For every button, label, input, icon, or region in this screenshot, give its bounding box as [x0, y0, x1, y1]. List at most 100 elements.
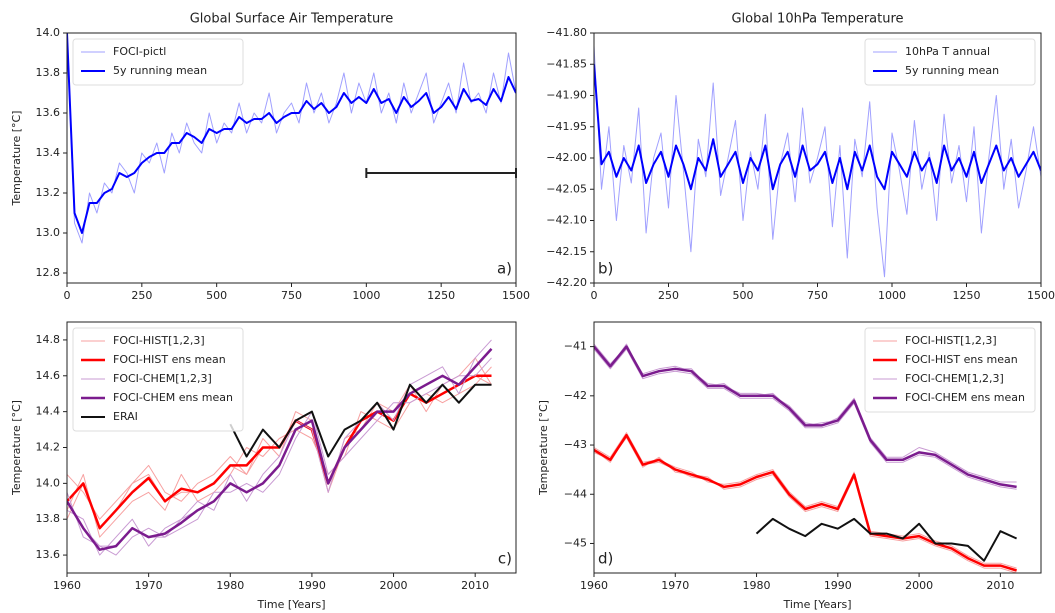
y-tick-label: 14.4 [36, 405, 61, 418]
y-tick-label: 13.6 [36, 548, 61, 561]
x-tick-label: 2010 [461, 579, 489, 592]
series-line [594, 45, 1041, 278]
legend-box [864, 327, 1036, 413]
member-line [594, 437, 1017, 573]
series-line [594, 64, 1041, 191]
x-tick-label: 2000 [380, 579, 408, 592]
y-tick-label: 13.4 [36, 146, 61, 159]
x-tick-label: 1000 [878, 289, 906, 302]
plot-area [67, 339, 493, 556]
y-tick-label: 14.2 [36, 441, 61, 454]
x-tick-label: 500 [206, 289, 227, 302]
y-tick-label: −42.20 [546, 276, 587, 289]
x-axis-label: Time [Years] [256, 598, 325, 611]
panel-label: b) [598, 260, 613, 278]
y-tick-label: −42.00 [546, 151, 587, 164]
legend-label: FOCI-HIST ens mean [113, 353, 226, 366]
panel: Global 10hPa Temperature 0 250 500 750 1000 12… [546, 12, 1055, 303]
y-tick-label: −43 [564, 438, 587, 451]
plot-area [67, 33, 516, 244]
legend-label: FOCI-HIST ens mean [905, 353, 1018, 366]
x-tick-label: 2000 [905, 579, 933, 592]
y-tick-label: −45 [564, 536, 587, 549]
legend-box [72, 327, 244, 432]
y-axis-label: Temperature [°C] [10, 111, 23, 207]
y-tick-label: 14.6 [36, 369, 61, 382]
axes-frame [66, 32, 517, 284]
chart-title: Global 10hPa Temperature [731, 12, 903, 27]
member-line [594, 343, 1017, 483]
x-tick-label: 1250 [953, 289, 981, 302]
y-tick-label: 14.0 [36, 26, 61, 39]
y-axis-label: Temperature [°C] [10, 400, 23, 496]
y-tick-label: −41.80 [546, 26, 587, 39]
y-axis-label: Temperature [°C] [537, 400, 550, 496]
legend-box [864, 38, 1036, 86]
x-tick-label: 1980 [216, 579, 244, 592]
x-tick-label: 250 [131, 289, 152, 302]
x-tick-label: 1970 [135, 579, 163, 592]
y-tick-label: −41 [564, 340, 587, 353]
legend-label: FOCI-CHEM[1,2,3] [905, 372, 1004, 385]
x-tick-label: 1990 [298, 579, 326, 592]
axes-frame [593, 32, 1042, 284]
plot-area [594, 45, 1041, 278]
x-tick-label: 1000 [352, 289, 380, 302]
axes-frame [66, 321, 517, 574]
y-tick-label: 14.8 [36, 333, 61, 346]
member-line [594, 348, 1017, 490]
legend-label: FOCI-CHEM ens mean [113, 391, 233, 404]
x-tick-label: 1960 [53, 579, 81, 592]
legend-label: FOCI-HIST[1,2,3] [905, 334, 997, 347]
y-tick-label: 13.8 [36, 66, 61, 79]
series-line [755, 517, 1018, 562]
series-line [594, 345, 1017, 489]
x-tick-label: 1500 [1027, 289, 1055, 302]
series-line [67, 33, 516, 234]
legend-label: FOCI-pictl [113, 45, 166, 58]
x-tick-label: 1990 [824, 579, 852, 592]
x-tick-label: 1250 [427, 289, 455, 302]
series-line [67, 33, 516, 244]
x-tick-label: 0 [591, 289, 598, 302]
x-tick-label: 1960 [580, 579, 608, 592]
y-tick-label: −41.90 [546, 89, 587, 102]
y-tick-label: −42.05 [546, 182, 587, 195]
y-tick-label: −42 [564, 389, 587, 402]
plot-area [594, 343, 1018, 573]
chart-title: Global Surface Air Temperature [190, 12, 394, 27]
x-tick-label: 750 [281, 289, 302, 302]
y-tick-label: 14.0 [36, 476, 61, 489]
y-tick-label: −42.15 [546, 245, 587, 258]
panel-label: c) [498, 550, 512, 568]
panel-label: d) [598, 550, 613, 568]
legend-label: FOCI-CHEM[1,2,3] [113, 372, 212, 385]
y-tick-label: 12.8 [36, 266, 61, 279]
panel-label: a) [497, 260, 512, 278]
y-tick-label: −41.85 [546, 57, 587, 70]
panel: Temperature [°C] Time [Years] 1960 1970 1980… [537, 321, 1042, 611]
y-tick-label: −42.10 [546, 214, 587, 227]
y-tick-label: 13.8 [36, 512, 61, 525]
x-tick-label: 500 [733, 289, 754, 302]
legend-label: 10hPa T annual [905, 45, 990, 58]
legend-label: ERAI [113, 410, 138, 423]
series-line [594, 433, 1017, 572]
axes-frame [593, 321, 1042, 574]
legend-box [72, 38, 244, 86]
legend-label: 5y running mean [905, 64, 999, 77]
member-line [67, 339, 492, 556]
y-tick-label: 13.2 [36, 186, 61, 199]
panel: Temperature [°C] Time [Years] 1960 1970 1980… [10, 321, 517, 611]
x-axis-label: Time [Years] [782, 598, 851, 611]
x-tick-label: 1980 [743, 579, 771, 592]
x-tick-label: 750 [807, 289, 828, 302]
y-tick-label: 13.0 [36, 226, 61, 239]
series-line [67, 348, 493, 551]
legend-label: FOCI-HIST[1,2,3] [113, 334, 205, 347]
x-tick-label: 250 [658, 289, 679, 302]
y-tick-label: −41.95 [546, 120, 587, 133]
y-tick-label: −44 [564, 487, 587, 500]
y-tick-label: 13.6 [36, 106, 61, 119]
